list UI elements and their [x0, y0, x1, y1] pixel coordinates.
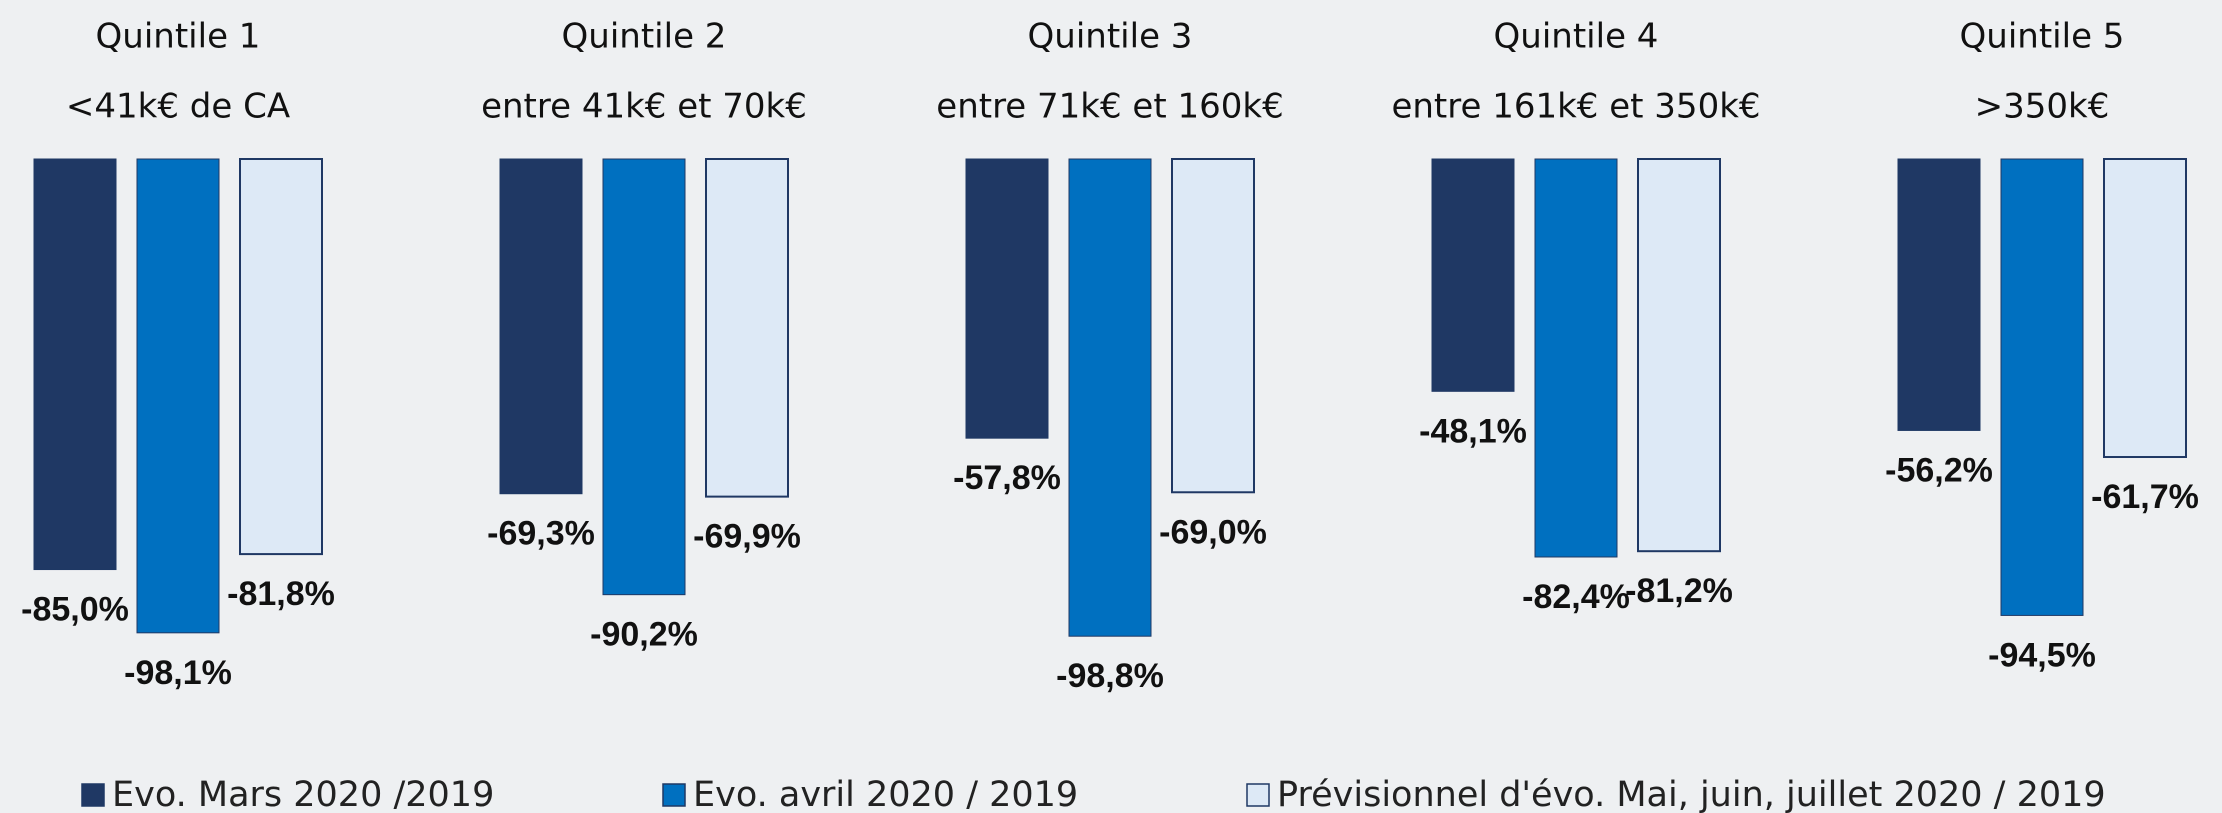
- value-label: -56,2%: [1885, 451, 1993, 489]
- bar: [1534, 158, 1618, 558]
- category-label: Quintile 1: [96, 17, 261, 57]
- bar: [2000, 158, 2084, 616]
- category-label: Quintile 3: [1028, 17, 1193, 57]
- value-label: -98,1%: [124, 654, 232, 692]
- value-label: -90,2%: [590, 616, 698, 654]
- bar: [499, 158, 583, 495]
- category-range: >350k€: [1975, 87, 2110, 127]
- legend-label: Evo. avril 2020 / 2019: [693, 775, 1078, 813]
- legend-swatch: [81, 783, 105, 807]
- category-range: entre 41k€ et 70k€: [481, 87, 807, 127]
- bar: [33, 158, 117, 571]
- bar: [1637, 158, 1721, 553]
- bar: [1431, 158, 1515, 392]
- value-label: -81,8%: [227, 575, 335, 613]
- value-label: -69,9%: [693, 518, 801, 556]
- value-label: -81,2%: [1625, 572, 1733, 610]
- legend-label: Evo. Mars 2020 /2019: [112, 775, 494, 813]
- category-label: Quintile 5: [1960, 17, 2125, 57]
- bar: [1897, 158, 1981, 431]
- bar: [602, 158, 686, 596]
- value-label: -69,3%: [487, 515, 595, 553]
- bar: [2103, 158, 2187, 459]
- value-label: -69,0%: [1159, 513, 1267, 551]
- category-label: Quintile 2: [562, 17, 727, 57]
- category-range: <41k€ de CA: [66, 87, 290, 127]
- bar: [705, 158, 789, 498]
- value-label: -48,1%: [1419, 412, 1527, 450]
- value-label: -57,8%: [953, 459, 1061, 497]
- bar: [965, 158, 1049, 439]
- value-label: -61,7%: [2091, 478, 2199, 516]
- bar: [1068, 158, 1152, 637]
- legend-label: Prévisionnel d'évo. Mai, juin, juillet 2…: [1277, 775, 2106, 813]
- category-range: entre 161k€ et 350k€: [1391, 87, 1760, 127]
- value-label: -98,8%: [1056, 657, 1164, 695]
- legend-swatch: [1246, 783, 1270, 807]
- bar: [1171, 158, 1255, 494]
- bar: [136, 158, 220, 634]
- value-label: -85,0%: [21, 591, 129, 629]
- value-label: -82,4%: [1522, 578, 1630, 616]
- category-range: entre 71k€ et 160k€: [936, 87, 1283, 127]
- value-label: -94,5%: [1988, 636, 2096, 674]
- legend-swatch: [662, 783, 686, 807]
- bar: [239, 158, 323, 556]
- category-label: Quintile 4: [1494, 17, 1659, 57]
